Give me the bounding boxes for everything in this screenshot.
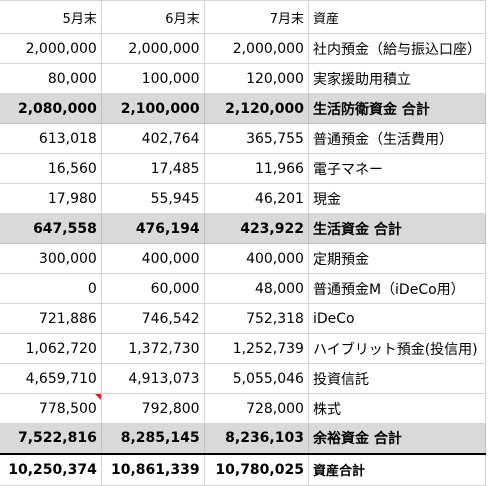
table-row: 16,560 17,485 11,966 電子マネー [0,153,487,184]
table-row: 778,500 792,800 728,000 株式 [0,393,487,424]
cell-june[interactable]: 2,100,000 [100,93,205,124]
cell-june[interactable]: 55,945 [100,183,205,214]
cell-june[interactable]: 100,000 [100,63,205,94]
table-row: 721,886 746,542 752,318 iDeCo [0,303,487,334]
cell-may[interactable]: 16,560 [0,153,102,184]
cell-label[interactable]: 定期預金 [307,243,487,274]
table-row: 80,000 100,000 120,000 実家援助用積立 [0,63,487,94]
grand-total-row: 10,250,374 10,861,339 10,780,025 資産合計 [0,452,487,486]
cell-may[interactable]: 721,886 [0,303,102,334]
subtotal-row: 647,558 476,194 423,922 生活資金 合計 [0,213,487,244]
cell-july[interactable]: 2,000,000 [203,33,309,64]
cell-may[interactable]: 4,659,710 [0,363,102,394]
cell-july[interactable]: 2,120,000 [203,93,309,124]
cell-june[interactable]: 10,861,339 [100,452,205,486]
cell-may[interactable]: 300,000 [0,243,102,274]
col-header-may[interactable]: 5月末 [0,0,102,34]
cell-label[interactable]: 生活資金 合計 [307,213,487,244]
table-row: 1,062,720 1,372,730 1,252,739 ハイブリット預金(投… [0,333,487,364]
cell-july[interactable]: 365,755 [203,123,309,154]
cell-june[interactable]: 792,800 [100,393,205,424]
cell-july[interactable]: 48,000 [203,273,309,304]
asset-spreadsheet: 5月末 6月末 7月末 資産 2,000,000 2,000,000 2,000… [0,0,487,486]
cell-july[interactable]: 5,055,046 [203,363,309,394]
cell-label[interactable]: 現金 [307,183,487,214]
cell-label[interactable]: 投資信託 [307,363,487,394]
cell-label[interactable]: 株式 [307,393,487,424]
table-row: 17,980 55,945 46,201 現金 [0,183,487,214]
cell-july[interactable]: 120,000 [203,63,309,94]
table-row: 300,000 400,000 400,000 定期預金 [0,243,487,274]
cell-july[interactable]: 752,318 [203,303,309,334]
cell-may[interactable]: 7,522,816 [0,423,102,454]
cell-may[interactable]: 613,018 [0,123,102,154]
cell-label[interactable]: 社内預金（給与振込口座） [307,33,487,64]
cell-may[interactable]: 80,000 [0,63,102,94]
cell-may[interactable]: 1,062,720 [0,333,102,364]
table-row: 2,000,000 2,000,000 2,000,000 社内預金（給与振込口… [0,33,487,64]
table-row: 613,018 402,764 365,755 普通預金（生活費用） [0,123,487,154]
cell-july[interactable]: 11,966 [203,153,309,184]
col-header-june[interactable]: 6月末 [100,0,205,34]
header-row: 5月末 6月末 7月末 資産 [0,0,487,34]
cell-july[interactable]: 46,201 [203,183,309,214]
cell-may[interactable]: 17,980 [0,183,102,214]
cell-may[interactable]: 0 [0,273,102,304]
cell-label[interactable]: 資産合計 [307,452,487,486]
cell-june[interactable]: 402,764 [100,123,205,154]
table-row: 0 60,000 48,000 普通預金M（iDeCo用） [0,273,487,304]
table-row: 4,659,710 4,913,073 5,055,046 投資信託 [0,363,487,394]
subtotal-row: 2,080,000 2,100,000 2,120,000 生活防衛資金 合計 [0,93,487,124]
cell-label[interactable]: 実家援助用積立 [307,63,487,94]
cell-july[interactable]: 10,780,025 [203,452,309,486]
cell-june[interactable]: 17,485 [100,153,205,184]
cell-label[interactable]: 普通預金（生活費用） [307,123,487,154]
cell-june[interactable]: 476,194 [100,213,205,244]
cell-label[interactable]: 普通預金M（iDeCo用） [307,273,487,304]
cell-label[interactable]: 電子マネー [307,153,487,184]
subtotal-row: 7,522,816 8,285,145 8,236,103 余裕資金 合計 [0,423,487,454]
cell-july[interactable]: 400,000 [203,243,309,274]
cell-label[interactable]: 余裕資金 合計 [307,423,487,454]
cell-may[interactable]: 2,080,000 [0,93,102,124]
cell-label[interactable]: ハイブリット預金(投信用) [307,333,487,364]
cell-may-with-comment[interactable]: 778,500 [0,393,102,424]
cell-june[interactable]: 8,285,145 [100,423,205,454]
cell-july[interactable]: 1,252,739 [203,333,309,364]
cell-june[interactable]: 400,000 [100,243,205,274]
cell-june[interactable]: 1,372,730 [100,333,205,364]
cell-may[interactable]: 10,250,374 [0,452,102,486]
cell-july[interactable]: 8,236,103 [203,423,309,454]
cell-june[interactable]: 746,542 [100,303,205,334]
cell-label[interactable]: 生活防衛資金 合計 [307,93,487,124]
cell-june[interactable]: 4,913,073 [100,363,205,394]
col-header-asset[interactable]: 資産 [307,0,487,34]
cell-june[interactable]: 60,000 [100,273,205,304]
col-header-july[interactable]: 7月末 [203,0,309,34]
cell-june[interactable]: 2,000,000 [100,33,205,64]
cell-may[interactable]: 2,000,000 [0,33,102,64]
cell-label[interactable]: iDeCo [307,303,487,334]
cell-july[interactable]: 728,000 [203,393,309,424]
cell-july[interactable]: 423,922 [203,213,309,244]
cell-may[interactable]: 647,558 [0,213,102,244]
